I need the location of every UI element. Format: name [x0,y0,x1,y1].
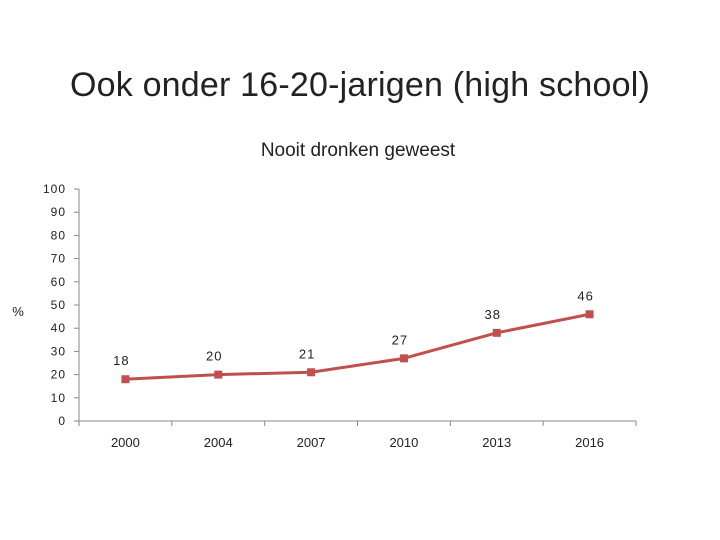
data-point [121,375,130,384]
data-point [492,328,501,337]
y-tick-label: 90 [51,205,66,219]
x-tick-label: 2007 [297,435,326,450]
data-point [307,368,316,377]
x-tick-label: 2013 [482,435,511,450]
data-point [214,370,223,379]
data-label: 21 [299,346,315,361]
slide-title: Ook onder 16-20-jarigen (high school) [69,66,651,104]
data-point [399,354,408,363]
data-label: 27 [392,332,408,347]
x-tick-label: 2004 [204,435,233,450]
data-label: 38 [485,307,501,322]
y-tick-label: 100 [43,182,66,196]
y-tick-label: 10 [51,391,66,405]
y-tick-label: 0 [58,414,66,428]
y-tick-label: 40 [51,321,66,335]
y-tick-label: 50 [51,298,66,312]
data-label: 18 [113,353,129,368]
x-tick-label: 2016 [575,435,604,450]
y-axis-label: % [12,304,24,319]
series-line [125,312,590,381]
x-tick-label: 2000 [111,435,140,450]
data-point [585,310,594,319]
x-tick-label: 2010 [389,435,418,450]
y-tick-label: 70 [51,252,66,266]
y-tick-label: 20 [51,368,66,382]
data-label: 20 [206,349,222,364]
chart-title: Nooit dronken geweest [261,140,456,161]
data-label: 46 [577,288,593,303]
y-tick-label: 60 [51,275,66,289]
y-tick-label: 80 [51,228,66,242]
y-tick-label: 30 [51,344,66,358]
